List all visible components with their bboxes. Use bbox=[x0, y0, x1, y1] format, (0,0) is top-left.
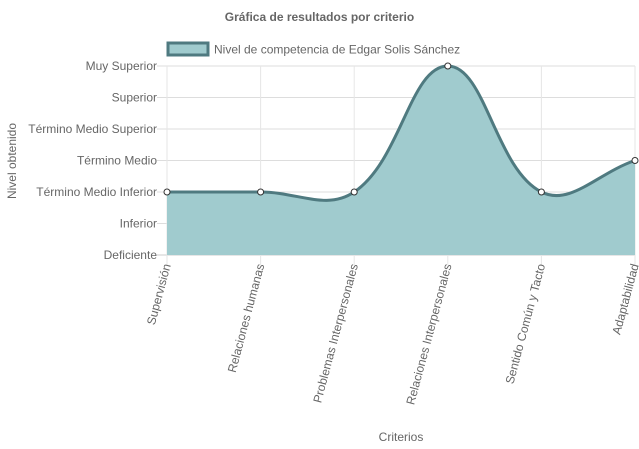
series-points bbox=[163, 62, 639, 196]
legend-swatch bbox=[166, 41, 210, 57]
y-axis-ticks: Deficiente Inferior Término Medio Inferior… bbox=[28, 59, 157, 262]
y-tick-label: Inferior bbox=[120, 217, 157, 231]
data-point[interactable] bbox=[350, 188, 358, 196]
data-point[interactable] bbox=[163, 188, 171, 196]
series-fill bbox=[167, 66, 635, 255]
y-tick-label: Término Medio bbox=[77, 154, 157, 168]
y-axis-title: Nivel obtenido bbox=[5, 123, 19, 199]
x-tick-label: Adaptabilidad bbox=[609, 262, 639, 336]
y-tick-label: Término Medio Inferior bbox=[36, 185, 157, 199]
chart-title: Gráfica de resultados por criterio bbox=[225, 10, 414, 24]
x-axis-ticks: Supervisión Relaciones humanas Problemas I… bbox=[144, 262, 639, 406]
x-axis-title: Criterios bbox=[379, 430, 424, 444]
data-point[interactable] bbox=[631, 157, 639, 164]
y-tick-label: Deficiente bbox=[104, 248, 158, 262]
x-tick-label: Problemas Interpersonales bbox=[310, 262, 361, 404]
x-tick-label: Relaciones Interpersonales bbox=[403, 262, 454, 406]
data-point[interactable] bbox=[537, 188, 545, 196]
x-tick-label: Supervisión bbox=[144, 262, 174, 326]
legend[interactable]: Nivel de competencia de Edgar Solis Sánc… bbox=[166, 41, 460, 57]
x-tick-label: Sentido Común y Tacto bbox=[503, 262, 549, 386]
y-tick-label: Superior bbox=[112, 91, 157, 105]
y-tick-label: Término Medio Superior bbox=[28, 122, 157, 136]
x-tick-label: Relaciones humanas bbox=[225, 262, 268, 374]
data-point[interactable] bbox=[257, 188, 265, 196]
legend-label: Nivel de competencia de Edgar Solis Sánc… bbox=[214, 43, 460, 57]
y-tick-label: Muy Superior bbox=[86, 59, 157, 73]
data-point[interactable] bbox=[444, 62, 452, 70]
